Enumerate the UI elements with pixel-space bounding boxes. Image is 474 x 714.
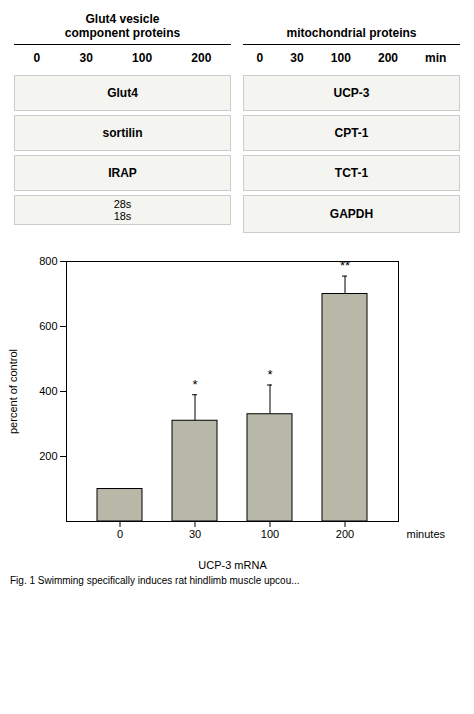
html-text:CPT-1: CPT-1	[334, 126, 369, 140]
svg-text:percent of control: percent of control	[7, 349, 19, 434]
svg-text:*: *	[192, 377, 197, 392]
html-text:0: 0	[33, 51, 41, 65]
html-text:100: 100	[132, 51, 153, 65]
svg-text:200: 200	[39, 450, 57, 462]
html-text:0: 0	[256, 51, 264, 65]
svg-text:800: 800	[39, 255, 57, 267]
svg-text:600: 600	[39, 320, 57, 332]
html-text:18s: 18s	[113, 210, 132, 222]
html-text:Fig. 1 Swimming specifically i: Fig. 1 Swimming specifically induces rat…	[10, 575, 300, 586]
html-text:sortilin: sortilin	[102, 126, 143, 140]
html-text:min: min	[425, 51, 447, 65]
svg-text:100: 100	[261, 528, 279, 540]
svg-text:400: 400	[39, 385, 57, 397]
svg-text:200: 200	[336, 528, 354, 540]
html-text:TCT-1: TCT-1	[334, 166, 369, 180]
html-text:Glut4 vesicle component protei: Glut4 vesicle component proteins	[64, 12, 181, 40]
svg-text:UCP-3 mRNA: UCP-3 mRNA	[198, 559, 267, 571]
html-text:100: 100	[330, 51, 351, 65]
svg-text:minutes: minutes	[407, 528, 446, 540]
svg-text:*: *	[267, 367, 272, 382]
html-text:UCP-3: UCP-3	[333, 86, 370, 100]
html-text:Glut4: Glut4	[107, 86, 138, 100]
html-text:mitochondrial proteins: mitochondrial proteins	[286, 26, 417, 40]
html-text:200: 200	[378, 51, 398, 65]
svg-text:**: **	[340, 258, 350, 273]
html-text:200: 200	[191, 51, 212, 65]
html-text:30: 30	[79, 51, 93, 65]
html-text:IRAP: IRAP	[108, 166, 137, 180]
svg-text:30: 30	[189, 528, 201, 540]
html-text:28s: 28s	[113, 198, 132, 210]
html-text:GAPDH: GAPDH	[329, 207, 374, 221]
svg-text:0: 0	[117, 528, 123, 540]
html-text:30: 30	[290, 51, 304, 65]
